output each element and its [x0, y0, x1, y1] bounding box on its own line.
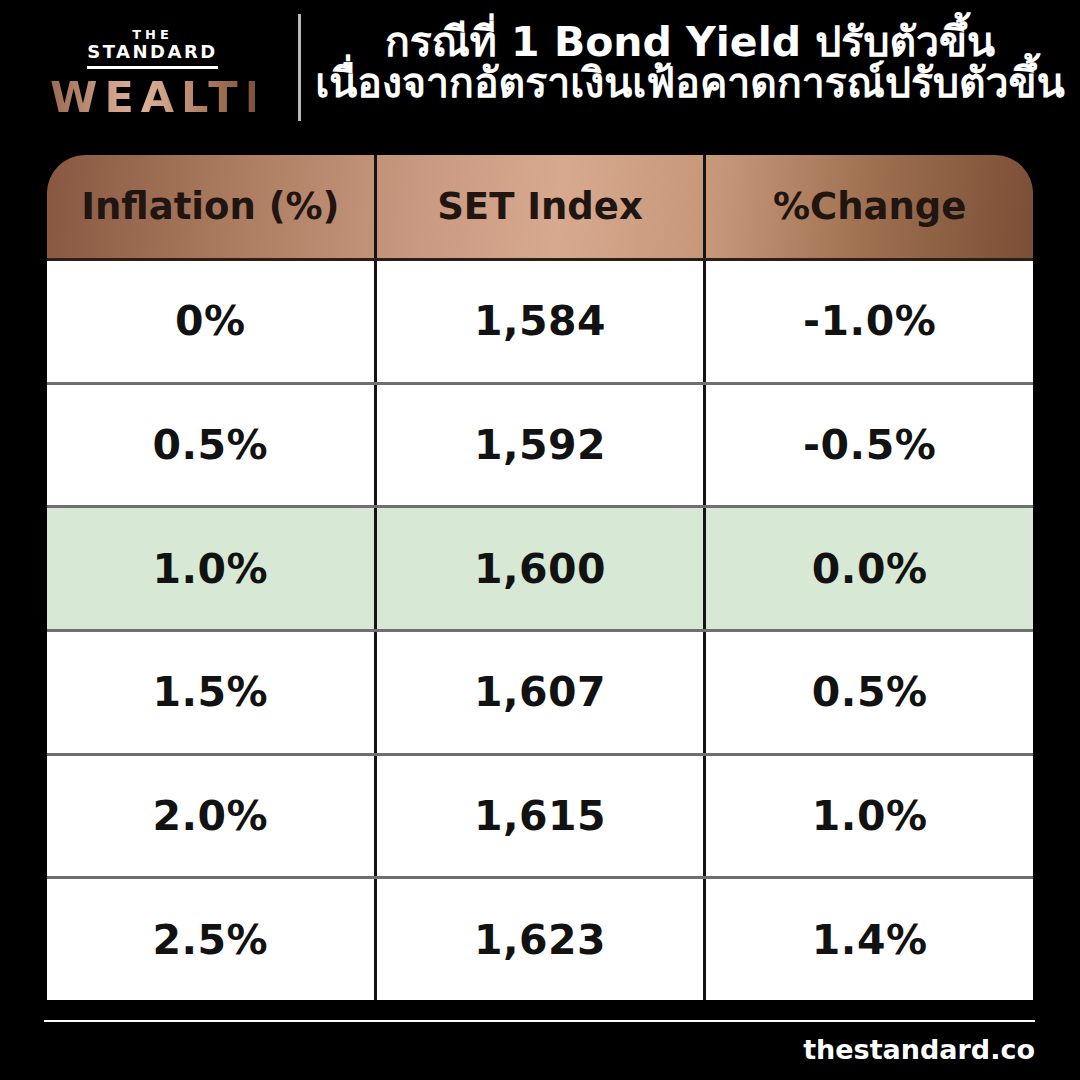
table-row: 2.0% 1,615 1.0%	[47, 753, 1033, 877]
cell-change: -1.0%	[703, 261, 1033, 382]
cell-inflation: 2.0%	[47, 756, 374, 877]
table-row: 2.5% 1,623 1.4%	[47, 876, 1033, 1000]
cell-set-index: 1,592	[374, 385, 704, 506]
table-header-row: Inflation (%) SET Index %Change	[47, 155, 1033, 258]
table-row: 0% 1,584 -1.0%	[47, 258, 1033, 382]
column-header-inflation: Inflation (%)	[47, 155, 374, 258]
brand-standard-label: STANDARD	[87, 42, 218, 61]
footer-site-label: thestandard.co	[803, 1034, 1035, 1065]
cell-change: -0.5%	[703, 385, 1033, 506]
page-title: กรณีที่ 1 Bond Yield ปรับตัวขึ้น เนื่องจ…	[300, 22, 1080, 104]
cell-change: 0.5%	[703, 632, 1033, 753]
brand-logo: THE STANDARD WEALTH	[50, 28, 255, 119]
brand-the-label: THE	[87, 28, 218, 42]
column-header-set-index: SET Index	[374, 155, 704, 258]
page-title-line2: เนื่องจากอัตราเงินเฟ้อคาดการณ์ปรับตัวขึ้…	[300, 63, 1080, 104]
cell-inflation: 1.0%	[47, 508, 374, 629]
cell-inflation: 0.5%	[47, 385, 374, 506]
table-row-highlighted: 1.0% 1,600 0.0%	[47, 505, 1033, 629]
column-header-change: %Change	[703, 155, 1033, 258]
cell-set-index: 1,615	[374, 756, 704, 877]
brand-logo-top: THE STANDARD	[87, 28, 218, 69]
footer-divider	[44, 1020, 1035, 1022]
cell-set-index: 1,623	[374, 879, 704, 1000]
cell-change: 1.4%	[703, 879, 1033, 1000]
cell-set-index: 1,600	[374, 508, 704, 629]
table-row: 0.5% 1,592 -0.5%	[47, 382, 1033, 506]
cell-change: 1.0%	[703, 756, 1033, 877]
cell-set-index: 1,584	[374, 261, 704, 382]
brand-wealth-label: WEALTH	[50, 75, 255, 119]
scenario-table: Inflation (%) SET Index %Change 0% 1,584…	[47, 155, 1033, 1000]
cell-inflation: 0%	[47, 261, 374, 382]
cell-set-index: 1,607	[374, 632, 704, 753]
table-row: 1.5% 1,607 0.5%	[47, 629, 1033, 753]
page-title-line1: กรณีที่ 1 Bond Yield ปรับตัวขึ้น	[300, 22, 1080, 63]
cell-inflation: 2.5%	[47, 879, 374, 1000]
cell-inflation: 1.5%	[47, 632, 374, 753]
cell-change: 0.0%	[703, 508, 1033, 629]
